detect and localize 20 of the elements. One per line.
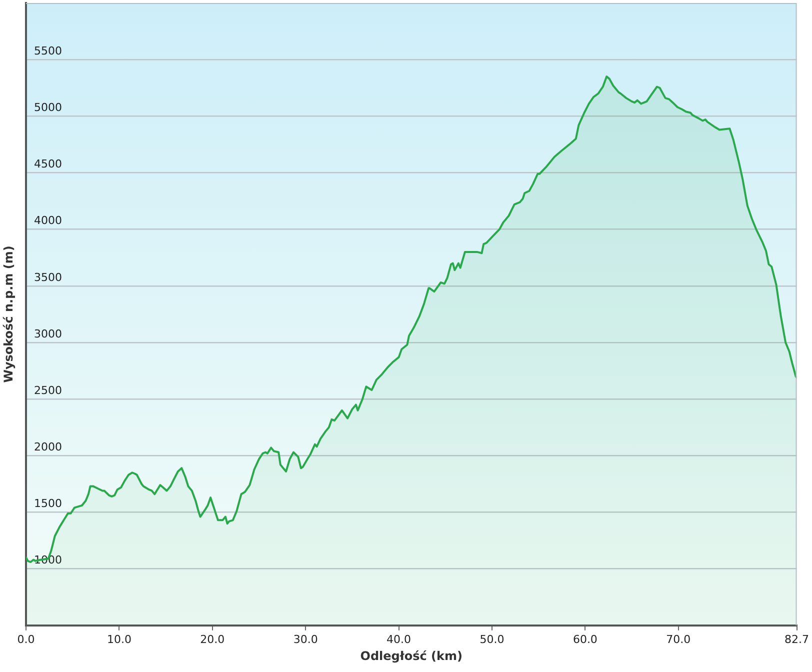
x-tick-label: 0.0: [17, 632, 35, 646]
x-tick-label: 30.0: [293, 632, 318, 646]
y-tick-label: 4000: [34, 214, 62, 228]
y-tick-label: 4500: [34, 158, 62, 171]
x-tick-label: 82.7: [784, 632, 810, 646]
x-tick-label: 40.0: [386, 632, 412, 646]
x-axis-title: Odległość (km): [360, 648, 462, 663]
x-tick-label: 10.0: [106, 632, 132, 646]
x-tick-label: 20.0: [200, 632, 225, 646]
y-tick-label: 5500: [34, 44, 62, 58]
x-tick-label: 50.0: [480, 632, 504, 646]
x-tick-label: 70.0: [666, 632, 691, 646]
y-tick-label: 1500: [34, 497, 62, 510]
y-tick-label: 5000: [34, 101, 62, 114]
x-tick-label: 60.0: [572, 632, 598, 646]
y-tick-label: 2500: [34, 384, 62, 397]
y-tick-label: 3500: [34, 270, 62, 284]
y-tick-label: 3000: [34, 327, 62, 340]
y-tick-label: 2000: [34, 440, 62, 454]
y-axis-title: Wysokość n.p.m (m): [1, 246, 16, 383]
